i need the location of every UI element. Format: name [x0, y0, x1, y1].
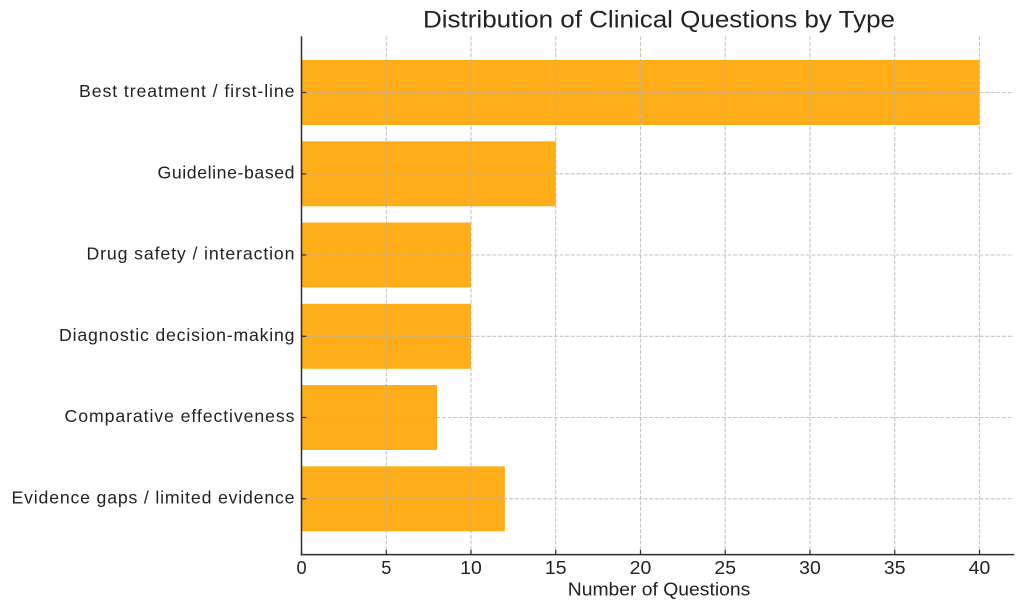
svg-text:40: 40	[969, 558, 991, 578]
svg-text:10: 10	[460, 558, 482, 578]
svg-text:Comparative effectiveness: Comparative effectiveness	[65, 406, 295, 426]
svg-text:Distribution of Clinical Quest: Distribution of Clinical Questions by Ty…	[423, 7, 895, 34]
svg-text:Evidence gaps / limited eviden: Evidence gaps / limited evidence	[12, 487, 295, 507]
svg-text:25: 25	[714, 558, 736, 578]
svg-text:Best treatment / first-line: Best treatment / first-line	[79, 81, 295, 101]
svg-text:30: 30	[799, 558, 821, 578]
svg-text:Diagnostic decision-making: Diagnostic decision-making	[59, 325, 295, 345]
svg-text:Number of Questions: Number of Questions	[568, 579, 751, 599]
svg-text:Guideline-based: Guideline-based	[158, 162, 295, 182]
svg-text:0: 0	[296, 558, 306, 578]
svg-text:5: 5	[381, 558, 391, 578]
svg-text:15: 15	[545, 558, 567, 578]
svg-text:Drug safety / interaction: Drug safety / interaction	[87, 244, 295, 264]
svg-text:35: 35	[884, 558, 906, 578]
svg-text:20: 20	[630, 558, 652, 578]
